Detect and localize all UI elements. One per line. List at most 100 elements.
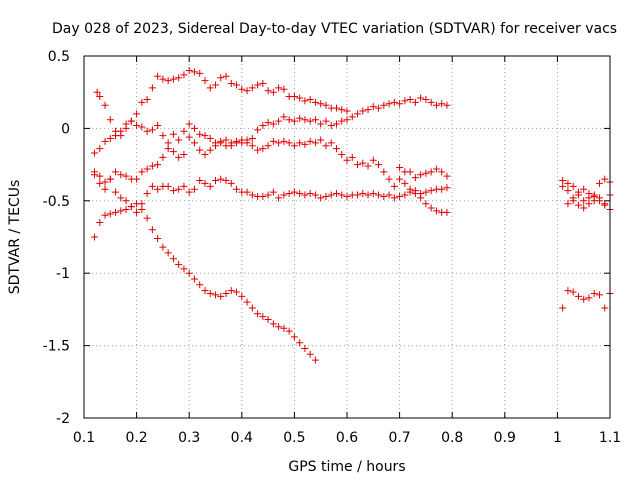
data-point-marker bbox=[343, 116, 351, 124]
data-point-marker bbox=[380, 168, 388, 176]
data-point-marker bbox=[185, 66, 193, 74]
data-point-marker bbox=[175, 74, 183, 82]
data-point-marker bbox=[432, 165, 440, 173]
data-point-marker bbox=[296, 139, 304, 147]
data-point-marker bbox=[206, 289, 214, 297]
data-point-marker bbox=[280, 137, 288, 145]
data-point-marker bbox=[580, 185, 588, 193]
data-point-marker bbox=[227, 179, 235, 187]
data-point-marker bbox=[411, 174, 419, 182]
data-point-marker bbox=[338, 117, 346, 125]
data-point-marker bbox=[327, 139, 335, 147]
data-point-marker bbox=[595, 291, 603, 299]
x-axis-label: GPS time / hours bbox=[288, 459, 405, 475]
y-tick-label: -1.5 bbox=[43, 339, 70, 355]
data-point-marker bbox=[332, 145, 340, 153]
data-point-marker bbox=[364, 106, 372, 114]
data-point-marker bbox=[212, 177, 219, 185]
data-point-marker bbox=[112, 188, 120, 196]
data-point-marker bbox=[338, 150, 346, 158]
data-point-marker bbox=[159, 132, 167, 140]
data-point-marker bbox=[417, 171, 425, 179]
data-point-marker bbox=[190, 68, 198, 76]
data-point-marker bbox=[306, 117, 314, 125]
data-point-marker bbox=[233, 81, 241, 89]
data-point-marker bbox=[332, 190, 340, 198]
data-point-marker bbox=[396, 100, 404, 108]
data-point-marker bbox=[233, 185, 241, 193]
data-point-marker bbox=[364, 191, 372, 199]
data-point-marker bbox=[359, 107, 367, 115]
data-point-marker bbox=[311, 356, 319, 364]
data-point-marker bbox=[159, 75, 167, 83]
data-point-marker bbox=[564, 187, 572, 195]
data-point-marker bbox=[275, 139, 283, 147]
data-point-marker bbox=[122, 120, 130, 128]
data-point-marker bbox=[217, 74, 225, 82]
data-point-marker bbox=[138, 123, 146, 131]
data-point-marker bbox=[222, 72, 230, 80]
x-tick-label: 1 bbox=[553, 430, 562, 446]
data-point-marker bbox=[417, 194, 425, 202]
data-point-marker bbox=[143, 95, 151, 103]
data-point-marker bbox=[243, 298, 251, 306]
data-point-marker bbox=[154, 234, 162, 242]
data-point-marker bbox=[385, 191, 393, 199]
data-point-marker bbox=[159, 153, 167, 161]
data-point-marker bbox=[143, 214, 151, 222]
data-point-marker bbox=[138, 168, 146, 176]
data-point-marker bbox=[306, 137, 314, 145]
data-point-marker bbox=[201, 77, 209, 85]
data-point-marker bbox=[559, 304, 567, 312]
data-point-marker bbox=[206, 182, 214, 190]
data-point-marker bbox=[396, 175, 404, 183]
data-point-marker bbox=[175, 261, 183, 269]
data-point-marker bbox=[259, 192, 267, 200]
data-point-marker bbox=[254, 310, 262, 318]
data-point-marker bbox=[185, 188, 193, 196]
data-point-marker bbox=[290, 188, 298, 196]
data-point-marker bbox=[290, 142, 298, 150]
data-point-marker bbox=[201, 132, 209, 140]
y-tick-label: -1 bbox=[56, 266, 70, 282]
data-point-marker bbox=[275, 194, 283, 202]
data-point-marker bbox=[290, 333, 298, 341]
data-point-marker bbox=[248, 84, 256, 92]
axis-ticks: 0.1 0.2 0.3 0.4 0.5 0.6 0.7 0.8 0.9 1 1.1 -2 -1.5 -1 -… bbox=[43, 49, 621, 446]
data-point-marker bbox=[422, 200, 430, 208]
data-point-marker bbox=[185, 120, 193, 128]
data-point-marker bbox=[369, 156, 377, 164]
data-point-marker bbox=[101, 101, 109, 109]
data-point-marker bbox=[243, 188, 251, 196]
data-point-marker bbox=[322, 117, 330, 125]
data-point-marker bbox=[96, 145, 104, 153]
data-point-marker bbox=[159, 243, 167, 251]
data-point-marker bbox=[354, 161, 362, 169]
data-point-marker bbox=[406, 168, 414, 176]
data-point-marker bbox=[138, 205, 146, 213]
data-point-marker bbox=[248, 304, 256, 312]
data-point-marker bbox=[264, 142, 272, 150]
x-tick-label: 1.1 bbox=[599, 430, 621, 446]
data-point-marker bbox=[432, 207, 440, 215]
data-point-marker bbox=[154, 72, 162, 80]
data-point-marker bbox=[133, 110, 141, 118]
data-point-marker bbox=[369, 103, 377, 111]
data-point-marker bbox=[206, 146, 214, 154]
plot-frame bbox=[83, 55, 611, 419]
data-point-marker bbox=[443, 184, 451, 192]
data-point-marker bbox=[238, 139, 246, 147]
data-point-marker bbox=[343, 156, 351, 164]
y-tick-label: 0 bbox=[61, 121, 70, 137]
data-point-marker bbox=[259, 122, 267, 130]
x-tick-label: 0.7 bbox=[388, 430, 410, 446]
data-point-marker bbox=[248, 135, 256, 143]
data-point-marker bbox=[438, 168, 446, 176]
data-point-marker bbox=[280, 85, 288, 93]
data-point-marker bbox=[338, 191, 346, 199]
data-point-marker bbox=[401, 191, 409, 199]
data-point-marker bbox=[327, 122, 335, 130]
data-point-marker bbox=[601, 304, 609, 312]
data-point-marker bbox=[311, 116, 319, 124]
